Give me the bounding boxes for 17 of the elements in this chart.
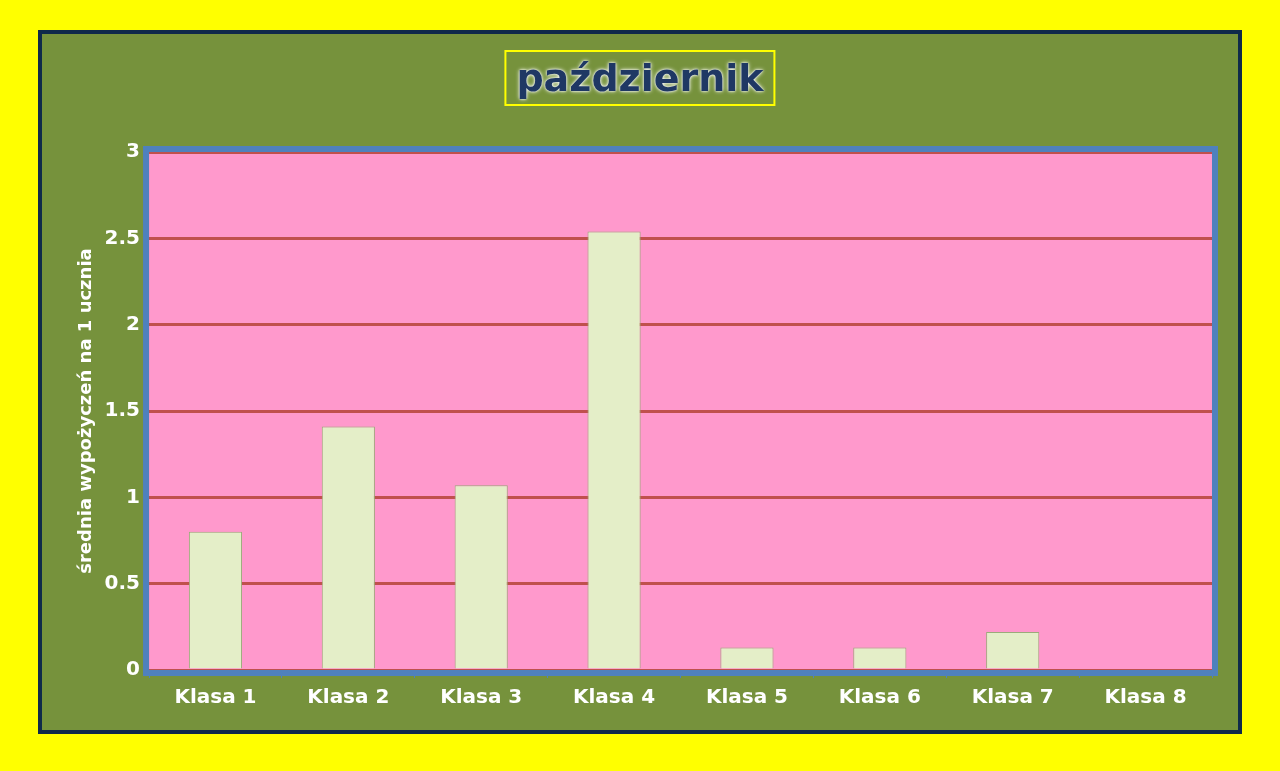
- x-tick-label: Klasa 4: [573, 684, 656, 709]
- y-tick-label: 1: [126, 483, 141, 508]
- x-tick-label: Klasa 8: [1104, 684, 1187, 709]
- y-axis-title: średnia wypożyczeń na 1 ucznia: [74, 248, 96, 574]
- x-tick-label: Klasa 6: [838, 684, 921, 709]
- x-tick-label: Klasa 1: [174, 684, 257, 709]
- y-tick-label: 0.5: [104, 569, 141, 594]
- y-tick-label: 2: [126, 310, 141, 335]
- x-tick-label: Klasa 7: [971, 684, 1054, 709]
- x-tick-label: Klasa 2: [307, 684, 390, 709]
- y-tick-label: 0: [126, 656, 141, 681]
- x-tick-label: Klasa 3: [440, 684, 523, 709]
- chart-title: październik: [504, 50, 776, 106]
- x-tick-label: Klasa 5: [705, 684, 789, 709]
- y-tick-label: 1.5: [104, 397, 141, 422]
- y-tick-label: 3: [126, 138, 141, 163]
- y-tick-label: 2.5: [104, 224, 141, 249]
